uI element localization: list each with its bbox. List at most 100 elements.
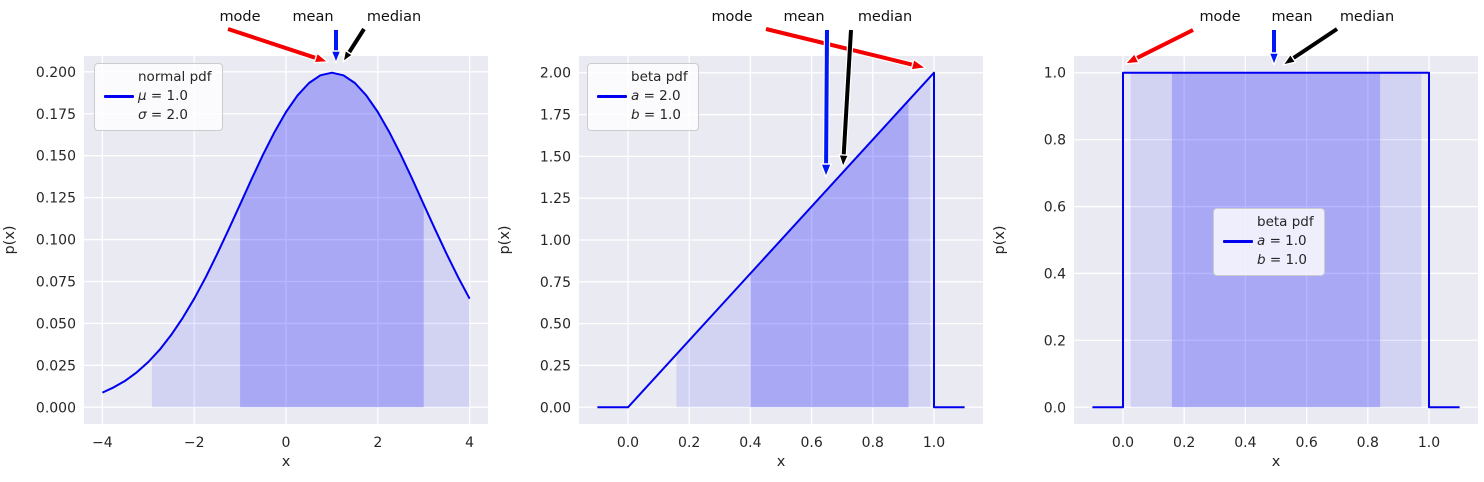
legend-swatch-spacer	[1221, 251, 1257, 270]
legend-entry-row: b = 1.0	[595, 106, 688, 125]
y-tick-label: 1.75	[540, 108, 571, 124]
annotation-label-median: median	[1340, 9, 1394, 25]
median-arrow	[838, 26, 855, 168]
x-tick-label: 0.4	[1234, 435, 1256, 451]
x-tick-label: 1.0	[923, 435, 945, 451]
pdf-curve	[101, 71, 471, 394]
x-tick-label: 0.8	[1357, 435, 1379, 451]
x-tick-label: −4	[92, 435, 113, 451]
y-tick-label: 1.50	[540, 149, 571, 165]
mean-arrow	[1268, 26, 1280, 66]
y-axis-label: p(x)	[497, 225, 513, 254]
mode-arrow	[1124, 26, 1197, 65]
annotation-label-mean: mean	[1271, 9, 1312, 25]
x-tick-label: 2	[373, 435, 382, 451]
y-tick-label: 0.2	[1044, 333, 1066, 349]
annotation-label-mean: mean	[292, 9, 333, 25]
pdf-curve	[597, 71, 965, 409]
legend-entry-label: a = 1.0	[1257, 233, 1307, 249]
x-tick-label: 0	[282, 435, 291, 451]
y-tick-label: 0.075	[36, 274, 76, 290]
legend-title: normal pdf	[138, 69, 212, 85]
mean-arrow	[820, 26, 832, 178]
x-tick-label: 0.2	[1173, 435, 1195, 451]
legend-entry-label: a = 2.0	[631, 88, 681, 104]
x-axis-label: x	[282, 454, 291, 470]
y-tick-label: 0.6	[1044, 200, 1066, 216]
legend-line-swatch	[102, 87, 138, 106]
legend-entry-row: a = 2.0	[595, 87, 688, 106]
legend-entry-label: b = 1.0	[1257, 252, 1307, 268]
y-tick-label: 0.25	[540, 358, 571, 374]
legend-entry-row: a = 1.0	[1221, 232, 1314, 251]
x-axis-label: x	[777, 454, 786, 470]
legend-line-swatch	[1221, 232, 1257, 251]
x-tick-label: 0.2	[678, 435, 700, 451]
legend-swatch-spacer	[102, 106, 138, 125]
y-tick-label: 0.150	[36, 149, 76, 165]
mode-arrow	[224, 25, 329, 64]
subplot-2-canvas: 0.0 0.2 0.4 0.6 0.8 1.0 0.00 0.25 0.50 0.75 1.00 1.…	[497, 9, 983, 470]
x-tick-label: 0.0	[617, 435, 639, 451]
annotation-label-mode: mode	[219, 9, 260, 25]
annotation-label-median: median	[367, 9, 421, 25]
legend-entry-row: σ = 2.0	[102, 106, 212, 125]
x-tick-label: 0.6	[800, 435, 822, 451]
legend-title-row: normal pdf	[102, 68, 212, 87]
legend-swatch-spacer	[1221, 213, 1257, 232]
y-tick-label: 0.4	[1044, 266, 1066, 282]
legend-entry-label: σ = 2.0	[138, 107, 188, 123]
legend-title: beta pdf	[1257, 214, 1314, 230]
x-tick-label: 0.8	[862, 435, 884, 451]
y-tick-label: 0.0	[1044, 400, 1066, 416]
y-tick-label: 1.00	[540, 233, 571, 249]
subplot-1: −4 −2 0 2 4 0.000 0.025 0.050 0.075 0.100 0.125 0.1…	[0, 0, 494, 482]
subplot-1-canvas: −4 −2 0 2 4 0.000 0.025 0.050 0.075 0.100 0.125 0.1…	[2, 9, 488, 470]
x-tick-label: −2	[184, 435, 205, 451]
annotation-label-median: median	[858, 9, 912, 25]
y-tick-label: 0.8	[1044, 133, 1066, 149]
pdf-line-sample	[104, 95, 134, 98]
annotation-label-mode: mode	[711, 9, 752, 25]
band-68	[240, 72, 424, 408]
pdf-curve	[1092, 71, 1460, 409]
legend-title-row: beta pdf	[595, 68, 688, 87]
legend-entry-label: b = 1.0	[631, 107, 681, 123]
y-tick-label: 2.00	[540, 66, 571, 82]
x-tick-label: 0.0	[1112, 435, 1134, 451]
legend-entry-label: μ = 1.0	[138, 88, 188, 104]
y-tick-label: 0.00	[540, 400, 571, 416]
legend-swatch-spacer	[595, 106, 631, 125]
x-tick-label: 4	[465, 435, 474, 451]
legend: beta pdf a = 1.0 b = 1.0	[1213, 208, 1325, 276]
y-tick-label: 0.125	[36, 191, 76, 207]
band-68	[750, 100, 909, 408]
x-axis-label: x	[1272, 454, 1281, 470]
x-tick-label: 0.4	[739, 435, 761, 451]
legend: beta pdf a = 2.0 b = 1.0	[587, 63, 699, 131]
y-tick-label: 0.175	[36, 107, 76, 123]
x-tick-label: 0.6	[1295, 435, 1317, 451]
pdf-line-sample	[1223, 240, 1253, 243]
median-arrow	[342, 25, 368, 63]
median-arrow	[1282, 25, 1341, 66]
y-axis-label: p(x)	[992, 225, 1008, 254]
y-tick-label: 0.000	[36, 400, 76, 416]
y-axis-label: p(x)	[2, 225, 18, 254]
subplot-2: 0.0 0.2 0.4 0.6 0.8 1.0 0.00 0.25 0.50 0.75 1.00 1.…	[495, 0, 989, 482]
legend-swatch-spacer	[595, 68, 631, 87]
legend-entry-row: μ = 1.0	[102, 87, 212, 106]
y-tick-label: 1.0	[1044, 66, 1066, 82]
y-tick-label: 0.025	[36, 358, 76, 374]
annotation-label-mean: mean	[783, 9, 824, 25]
mode-arrow	[762, 25, 927, 71]
band-95	[676, 76, 931, 408]
annotation-label-mode: mode	[1199, 9, 1240, 25]
y-tick-label: 0.75	[540, 275, 571, 291]
legend: normal pdf μ = 1.0 σ = 2.0	[94, 63, 223, 131]
mean-arrow	[330, 26, 342, 64]
subplot-3: 0.0 0.2 0.4 0.6 0.8 1.0 0.0 0.2 0.4 0.6 0.8 1.0 x p(x…	[990, 0, 1484, 482]
legend-swatch-spacer	[102, 68, 138, 87]
y-tick-label: 0.050	[36, 316, 76, 332]
